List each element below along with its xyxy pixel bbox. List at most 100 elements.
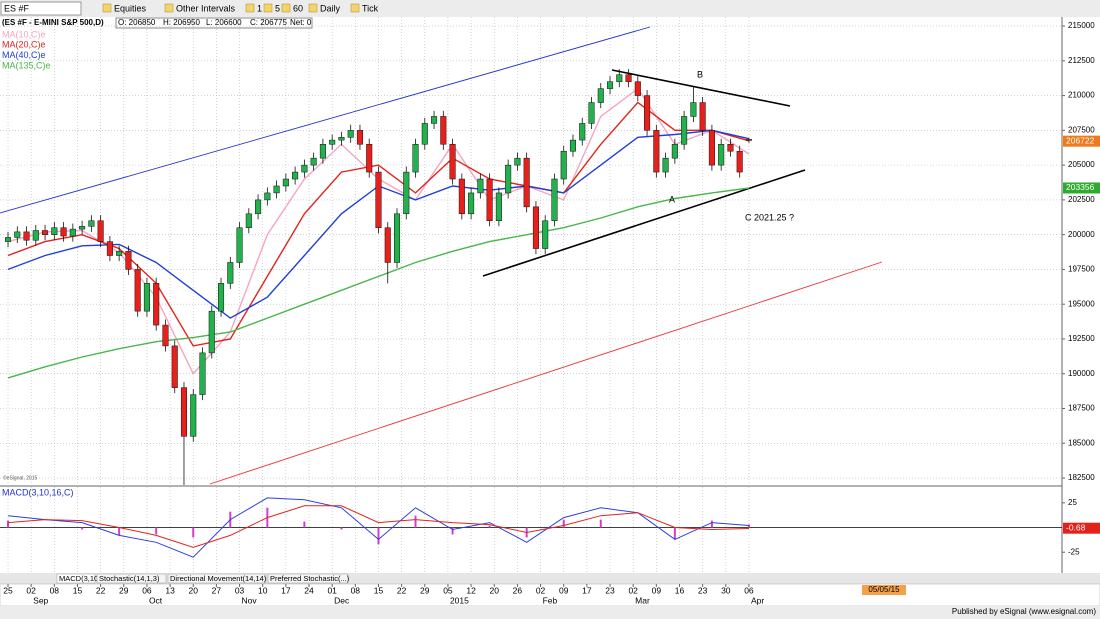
y-tick-label: 212500 [1068,56,1095,65]
legend-entry: MA(10,C)e [2,29,46,39]
y-tick-label: 197500 [1068,265,1095,274]
toolbar-icon [350,3,360,13]
last-value-box [1063,522,1100,534]
symbol-box[interactable] [0,1,82,16]
status-bar [0,606,1100,619]
toolbar-item[interactable]: Equities [114,3,147,13]
symbol[interactable]: ES #F [4,3,30,13]
tab-bar [0,573,1100,584]
candle-body [255,199,262,215]
candle-body [162,324,169,347]
x-month-label: Apr [751,595,764,605]
price-marker [1063,135,1100,147]
x-tick-label: 06 [744,585,754,595]
candle-body [727,144,734,152]
tab-label[interactable]: MACD(3,10,16,C) [59,574,119,583]
candle-body [14,231,21,238]
x-tick-label: 26 [513,585,523,595]
tab-label[interactable]: Preferred Stochastic(...) [270,574,350,583]
toolbar-item[interactable]: 5 [275,3,280,13]
toolbar-icon [308,3,318,13]
candle-body [171,345,178,388]
candle-body [653,130,660,173]
toolbar-item[interactable]: Daily [320,3,341,13]
toolbar-item[interactable]: 60 [293,3,303,13]
x-tick-label: 02 [536,585,546,595]
candle-body [106,241,113,256]
candle-body [190,394,197,437]
candle-body [718,144,725,166]
tab[interactable] [96,573,167,584]
candle-body [51,227,58,235]
toolbar-item[interactable]: Other Intervals [176,3,236,13]
price-marker-label: 206722 [1066,135,1095,145]
macd-line [7,505,750,548]
legend-entry: MA(20,C)e [2,40,46,50]
x-tick-label: 02 [628,585,638,595]
y-tick-label: 182500 [1068,473,1095,482]
candle-body [699,102,706,131]
tab[interactable] [267,573,349,584]
toolbar-item[interactable]: 1 [257,3,262,13]
x-month-label: Sep [33,595,48,605]
candle-body [273,185,280,194]
x-month-label: Dec [334,595,350,605]
toolbar [0,0,1100,17]
candle-body [690,102,697,117]
candle-body [153,283,160,326]
y-tick-label: 190000 [1068,369,1095,378]
candle-body [143,283,150,312]
quote-field: Net: 0 [290,18,312,27]
candle-body [495,192,502,222]
x-tick-label: 20 [189,585,199,595]
candle-body [477,178,484,194]
candle-body [319,144,326,159]
y-tick-label: 187500 [1068,404,1095,413]
quote-box [115,17,313,29]
toolbar-icon [164,3,174,13]
tab[interactable] [56,573,96,584]
candle-body [588,102,595,124]
date-marker-box [862,585,906,595]
x-tick-label: 08 [50,585,60,595]
x-tick-label: 03 [235,585,245,595]
legend-entry: MA(40,C)e [2,50,46,60]
y-tick-label: 207500 [1068,125,1095,134]
price-marker-label: 203356 [1066,182,1095,192]
tab-label[interactable]: Stochastic(14,1,3) [99,574,160,583]
x-month-label: 2015 [450,595,469,605]
x-tick-label: 17 [281,585,291,595]
x-tick-label: 24 [304,585,314,595]
trend-line [0,26,651,214]
x-tick-label: 22 [397,585,407,595]
tab[interactable] [167,573,267,584]
macd-line [7,497,750,558]
toolbar-item[interactable]: Tick [362,3,379,13]
y-tick-label: 215000 [1068,21,1095,30]
y-tick-label: -25 [1068,547,1080,556]
x-tick-label: 25 [3,585,13,595]
candle-body [403,171,410,215]
toolbar-icon [102,3,112,13]
x-tick-label: 10 [258,585,268,595]
candle-body [523,157,530,208]
candle-body [440,116,447,145]
candle-body [356,130,363,145]
candle-body [116,251,123,256]
x-tick-label: 30 [721,585,731,595]
tab-label[interactable]: Directional Movement(14,14) [170,574,267,583]
x-tick-label: 09 [652,585,662,595]
candle-body [218,283,225,312]
candle-body [134,269,141,312]
y-tick-label: 205000 [1068,160,1095,169]
candle-body [60,227,67,237]
trend-line [611,69,791,107]
candle-body [32,230,39,241]
candle-body [366,144,373,173]
candle-body [745,139,752,141]
candle-body [532,206,539,249]
candle-body [542,220,549,249]
x-tick-label: 05 [443,585,453,595]
candle-body [42,230,49,235]
candle-body [4,237,12,242]
